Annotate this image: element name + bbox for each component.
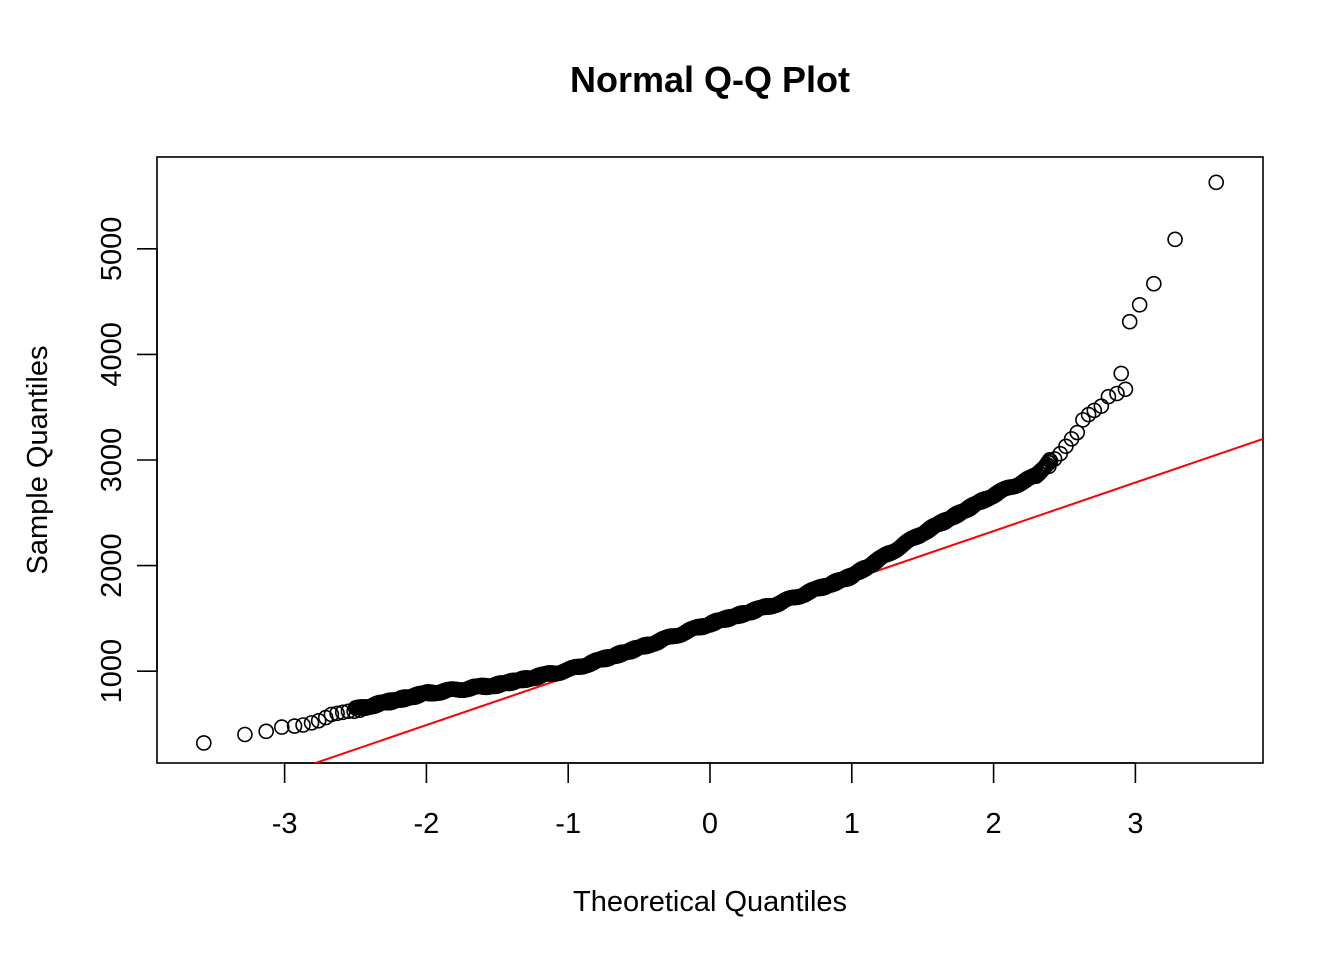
data-point (323, 706, 340, 723)
data-point (1146, 275, 1162, 292)
x-tick-label: -3 (272, 808, 298, 840)
data-point (1075, 412, 1091, 428)
sample-points-group (195, 174, 1225, 751)
y-tick-label: 3000 (96, 428, 128, 493)
data-point (1069, 424, 1086, 441)
data-point (195, 735, 212, 751)
data-point (1100, 388, 1117, 405)
x-tick-label: 1 (844, 808, 860, 840)
data-point (295, 717, 311, 733)
data-point (329, 705, 345, 722)
data-point (1117, 381, 1134, 398)
data-point (1109, 385, 1125, 402)
y-tick-label: 2000 (96, 533, 128, 598)
data-point (258, 723, 274, 740)
data-point (1167, 231, 1183, 248)
y-axis: 1000 2000 3000 4000 5000 (96, 217, 158, 704)
data-point (303, 715, 320, 731)
y-tick-label: 5000 (96, 217, 128, 282)
data-point (1121, 313, 1138, 330)
x-tick-label: -2 (414, 808, 440, 840)
y-axis-label: Sample Quantiles (22, 346, 54, 575)
plot-frame (156, 156, 1264, 764)
x-tick-label: -1 (555, 808, 581, 840)
y-tick-label: 1000 (96, 639, 128, 704)
x-tick-label: 3 (1127, 808, 1143, 840)
data-point (310, 712, 327, 729)
x-axis: -3 -2 -1 0 1 2 3 (272, 762, 1143, 840)
data-point (1208, 174, 1225, 191)
chart-title: Normal Q-Q Plot (570, 59, 850, 100)
data-point (237, 726, 253, 743)
data-point (1046, 451, 1063, 467)
data-point (273, 719, 290, 735)
x-axis-label: Theoretical Quantiles (573, 886, 847, 918)
x-tick-label: 0 (702, 808, 718, 840)
x-tick-label: 2 (986, 808, 1002, 840)
data-point (1113, 365, 1130, 382)
y-tick-label: 4000 (96, 322, 128, 387)
data-point (286, 718, 303, 734)
data-point (1131, 297, 1148, 313)
